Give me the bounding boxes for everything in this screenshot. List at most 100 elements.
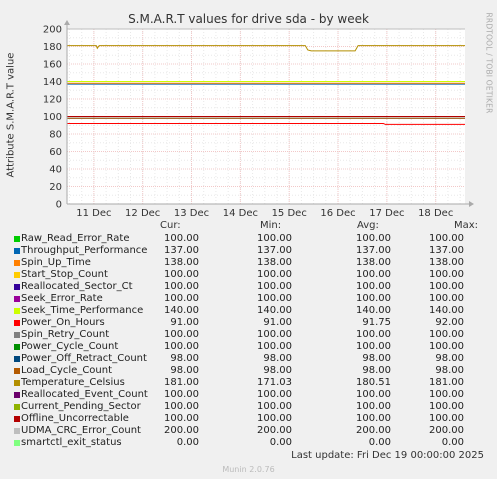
legend-value-cur: 100.00 [164,389,199,400]
legend-label: Power_Cycle_Count [21,341,119,352]
legend-swatch [14,356,20,362]
col-header-max: Max: [454,220,479,231]
y-tick-label: 200 [43,25,62,36]
legend-value-max: 181.00 [429,377,464,388]
legend-value-avg: 0.00 [368,437,391,448]
x-tick-label: 16 Dec [320,208,355,219]
legend-value-avg: 100.00 [356,389,391,400]
last-update: Last update: Fri Dec 19 00:00:00 2025 [291,450,484,461]
y-tick-label: 60 [49,147,62,158]
legend-row: Power_On_Hours 91.00 91.00 91.75 92.00 [14,317,484,329]
legend-row: Power_Off_Retract_Count 98.00 98.00 98.00 98… [14,353,484,365]
legend-value-cur: 98.00 [170,353,199,364]
legend-value-min: 0.00 [269,437,292,448]
y-tick-label: 160 [43,60,62,71]
legend-value-min: 100.00 [257,389,292,400]
legend-row: smartctl_exit_status 0.00 0.00 0.00 0.00 [14,437,484,449]
legend-value-avg: 100.00 [356,329,391,340]
legend-row: Seek_Error_Rate 100.00 100.00 100.00 100.00 [14,293,484,305]
y-tick-label: 40 [49,165,62,176]
legend-swatch [14,272,20,278]
legend-value-min: 100.00 [257,413,292,424]
legend-value-avg: 100.00 [356,233,391,244]
legend-label: smartctl_exit_status [21,437,122,448]
legend-value-avg: 100.00 [356,413,391,424]
legend-label: Reallocated_Event_Count [21,389,148,400]
y-tick-labels: 0 20 40 60 80 100 120 140 160 180 200 [43,25,62,211]
legend-label: Spin_Retry_Count [21,329,110,340]
legend-swatch [14,440,20,446]
legend-row: Power_Cycle_Count 100.00 100.00 100.00 100.0… [14,341,484,353]
y-tick-label: 180 [43,42,62,53]
legend-label: Temperature_Celsius [21,377,125,388]
legend-value-min: 140.00 [257,305,292,316]
legend-label: Throughput_Performance [21,245,148,256]
legend-swatch [14,296,20,302]
legend-value-min: 100.00 [257,329,292,340]
legend-value-max: 140.00 [429,305,464,316]
legend-value-min: 91.00 [263,317,292,328]
legend-row: Spin_Retry_Count 100.00 100.00 100.00 100.00 [14,329,484,341]
series-line-power-on-hours [67,123,465,125]
legend-value-cur: 100.00 [164,329,199,340]
col-header-avg: Avg: [357,220,379,231]
legend-value-avg: 98.00 [362,365,391,376]
legend-label: Power_Off_Retract_Count [21,353,147,364]
legend-value-min: 100.00 [257,293,292,304]
legend-value-min: 100.00 [257,233,292,244]
legend-value-avg: 100.00 [356,281,391,292]
legend-swatch [14,320,20,326]
x-tick-label: 13 Dec [174,208,209,219]
x-axis-arrow [469,201,474,207]
legend-value-avg: 137.00 [356,245,391,256]
legend-value-avg: 100.00 [356,401,391,412]
legend-value-cur: 100.00 [164,281,199,292]
legend-label: Reallocated_Sector_Ct [21,281,133,292]
legend-value-max: 137.00 [429,245,464,256]
legend-row: Reallocated_Event_Count 100.00 100.00 100.0… [14,389,484,401]
y-tick-label: 100 [43,112,62,123]
legend-swatch [14,392,20,398]
legend-value-cur: 140.00 [164,305,199,316]
y-tick-label: 120 [43,95,62,106]
legend-row: Spin_Up_Time 138.00 138.00 138.00 138.00 [14,257,484,269]
legend-value-max: 100.00 [429,413,464,424]
legend-value-max: 138.00 [429,257,464,268]
legend-row: Reallocated_Sector_Ct 100.00 100.00 100.00 1… [14,281,484,293]
x-tick-label: 11 Dec [76,208,111,219]
legend-swatch [14,428,20,434]
legend-value-max: 100.00 [429,401,464,412]
legend-value-cur: 98.00 [170,365,199,376]
legend-value-max: 92.00 [435,317,464,328]
legend-value-cur: 100.00 [164,269,199,280]
legend-label: Start_Stop_Count [21,269,108,280]
legend-value-cur: 100.00 [164,413,199,424]
legend-swatch [14,332,20,338]
legend-row: Load_Cycle_Count 98.00 98.00 98.00 98.00 [14,365,484,377]
legend-value-cur: 100.00 [164,341,199,352]
legend-value-cur: 0.00 [176,437,199,448]
legend-value-avg: 100.00 [356,269,391,280]
legend-swatch [14,380,20,386]
legend-row: Current_Pending_Sector 100.00 100.00 100.00… [14,401,484,413]
legend-value-min: 100.00 [257,269,292,280]
legend-row: Throughput_Performance 137.00 137.00 137.00… [14,245,484,257]
legend-value-max: 100.00 [429,281,464,292]
legend-value-max: 98.00 [435,353,464,364]
legend-swatch [14,344,20,350]
legend-label: Power_On_Hours [21,317,105,328]
legend-label: UDMA_CRC_Error_Count [21,425,141,436]
legend-value-min: 171.03 [257,377,292,388]
y-axis-arrow [64,20,70,25]
col-header-min: Min: [260,220,282,231]
legend-value-avg: 138.00 [356,257,391,268]
x-tick-label: 12 Dec [125,208,160,219]
legend-swatch [14,260,20,266]
legend-value-avg: 100.00 [356,341,391,352]
legend-value-min: 98.00 [263,353,292,364]
legend-value-min: 98.00 [263,365,292,376]
legend-row: Seek_Time_Performance 140.00 140.00 140.00 1… [14,305,484,317]
legend-swatch [14,368,20,374]
legend-value-max: 100.00 [429,341,464,352]
legend-value-cur: 100.00 [164,233,199,244]
